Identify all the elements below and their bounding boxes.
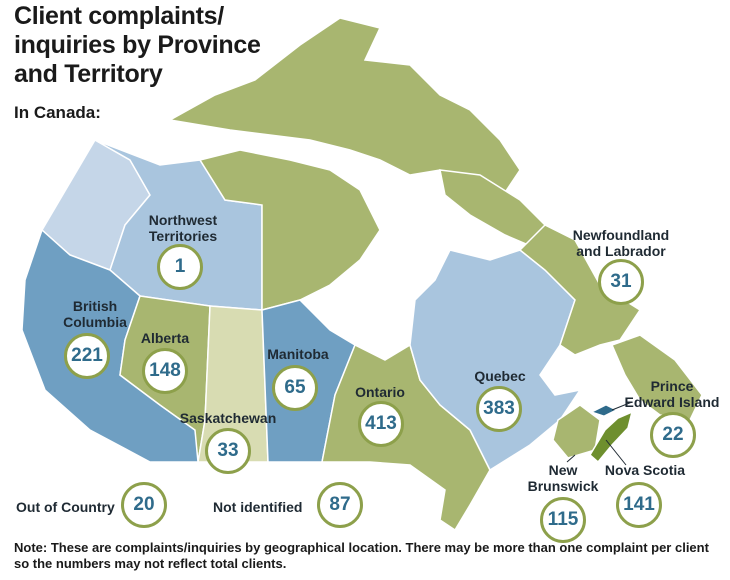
label-sk: Saskatchewan: [179, 410, 277, 426]
footnote: Note: These are complaints/inquiries by …: [14, 540, 709, 571]
badge-nwt: 1: [157, 244, 203, 290]
leader-ns: [605, 439, 627, 466]
label-nl: Newfoundland and Labrador: [572, 227, 670, 259]
label-ab: Alberta: [140, 330, 190, 346]
badge-ns: 141: [616, 482, 662, 528]
label-ns: Nova Scotia: [604, 462, 686, 478]
label-pei: Prince Edward Island: [624, 378, 720, 410]
badge-sk: 33: [205, 428, 251, 474]
region-labrador: [518, 224, 642, 356]
label-bc: British Columbia: [63, 298, 127, 330]
label-nb: New Brunswick: [527, 462, 599, 494]
badge-nl: 31: [598, 259, 644, 305]
page-title: Client complaints/ inquiries by Province…: [14, 2, 261, 88]
region-pei: [590, 404, 618, 417]
badge-ab: 148: [142, 348, 188, 394]
badge-nb: 115: [540, 497, 586, 543]
label-nwt: Northwest Territories: [148, 212, 218, 244]
hudson-bay: [300, 230, 450, 360]
badge-qc: 383: [476, 386, 522, 432]
badge-out-of-country: 20: [121, 482, 167, 528]
badge-bc: 221: [64, 333, 110, 379]
label-not-identified: Not identified: [213, 499, 303, 515]
region-arctic-islands: [167, 17, 521, 201]
label-qc: Quebec: [474, 368, 526, 384]
badge-mb: 65: [272, 365, 318, 411]
region-ns: [589, 410, 634, 464]
page-subtitle: In Canada:: [14, 103, 101, 122]
label-on: Ontario: [355, 384, 405, 400]
badge-on: 413: [358, 401, 404, 447]
label-mb: Manitoba: [267, 346, 329, 362]
leader-nb: [566, 454, 576, 463]
region-qc: [409, 249, 582, 472]
label-out-of-country: Out of Country: [16, 499, 115, 515]
badge-not-identified: 87: [317, 482, 363, 528]
badge-pei: 22: [650, 412, 696, 458]
leader-pei: [611, 401, 633, 411]
